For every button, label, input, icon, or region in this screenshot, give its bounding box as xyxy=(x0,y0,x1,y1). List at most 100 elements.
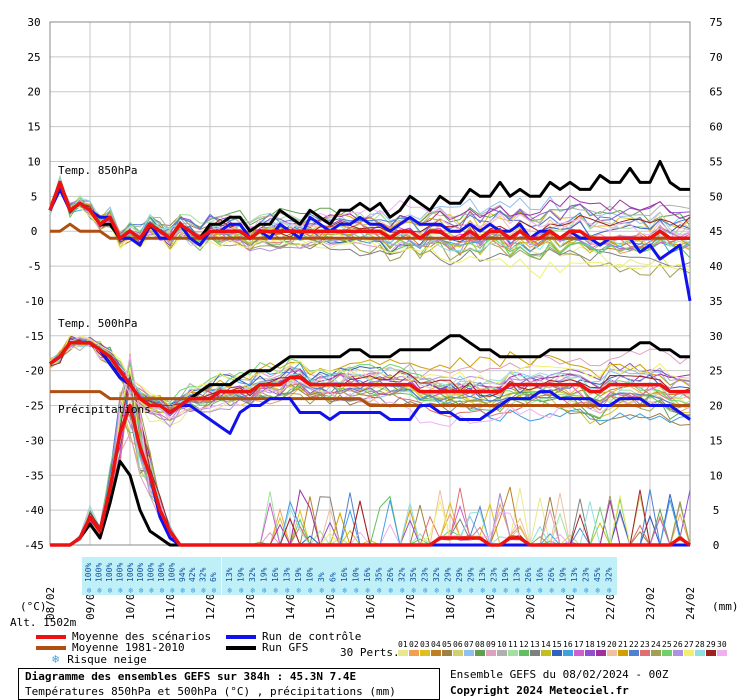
snow-risk-value: 35% xyxy=(409,567,418,582)
snow-risk-value: 100% xyxy=(147,563,156,582)
snow-risk-value: 100% xyxy=(126,563,135,582)
snow-risk-value: 26% xyxy=(547,567,556,582)
y-tick-right: 45 xyxy=(709,225,722,238)
y-tick-right: 60 xyxy=(709,121,722,134)
y-tick-left: 15 xyxy=(27,121,40,134)
main-series-lines xyxy=(48,160,692,547)
snow-risk-value: 26% xyxy=(524,567,533,582)
x-tick-label: 21/02 xyxy=(564,587,577,620)
snow-risk-value: 23% xyxy=(581,567,590,582)
y-tick-right: 20 xyxy=(709,400,722,413)
snowflake-icon: ❄ xyxy=(87,586,92,595)
perturbation-id: 25 xyxy=(662,640,672,649)
perturbation-swatch xyxy=(431,650,441,656)
snow-risk-value: 100% xyxy=(115,563,124,582)
snow-risk-value: 19% xyxy=(259,567,268,582)
legend-control-label: Run de contrôle xyxy=(262,630,362,643)
perturbation-swatch xyxy=(640,650,650,656)
perturbation-id: 23 xyxy=(640,640,650,649)
perturbation-swatch xyxy=(453,650,463,656)
legend-gfs-label: Run GFS xyxy=(262,641,309,654)
snow-risk-value: 100% xyxy=(95,563,104,582)
footer-title-box: Diagramme des ensembles GEFS sur 384h : … xyxy=(18,668,440,700)
perturbation-id: 19 xyxy=(596,640,606,649)
perturbation-swatch xyxy=(629,650,639,656)
x-tick-label: 08/02 xyxy=(44,587,57,620)
snow-risk-value: 32% xyxy=(604,567,613,582)
snow-risk-value: 19% xyxy=(558,567,567,582)
ylabel-right: (mm) xyxy=(712,600,739,613)
snowflake-icon: ❄ xyxy=(423,586,428,595)
snowflake-icon: ❄ xyxy=(201,586,206,595)
perturbation-id: 07 xyxy=(464,640,474,649)
x-tick-label: 10/02 xyxy=(124,587,137,620)
y-tick-right: 40 xyxy=(709,260,722,273)
legend-control-swatch xyxy=(226,634,256,639)
series-line-t500 xyxy=(50,390,690,407)
snowflake-icon: ❄ xyxy=(128,586,133,595)
perturbation-id: 14 xyxy=(541,640,551,649)
snowflake-icon: ❄ xyxy=(457,586,462,595)
snow-band xyxy=(222,557,617,595)
perturbation-id: 11 xyxy=(508,640,518,649)
snow-risk-value: 6% xyxy=(328,572,337,582)
perturbation-id: 05 xyxy=(442,640,452,649)
x-tick-label: 20/02 xyxy=(524,587,537,620)
y-tick-right: 5 xyxy=(713,504,720,517)
x-tick-label: 23/02 xyxy=(644,587,657,620)
perturbation-swatch xyxy=(574,650,584,656)
perturbation-swatch xyxy=(475,650,485,656)
y-tick-right: 75 xyxy=(709,16,722,29)
snow-risk-value: 29% xyxy=(466,567,475,582)
perturbation-id: 18 xyxy=(585,640,595,649)
y-tick-left: 20 xyxy=(27,86,40,99)
series-line-t500 xyxy=(48,341,690,415)
perturbation-swatch xyxy=(563,650,573,656)
legend-mean-label: Moyenne des scénarios xyxy=(72,630,212,643)
perturbation-swatch xyxy=(420,650,430,656)
perturbation-id: 13 xyxy=(530,640,540,649)
snow-risk-value: 29% xyxy=(455,567,464,582)
altitude-label: Alt. 1502m xyxy=(10,616,77,629)
snow-risk-value: 26% xyxy=(386,567,395,582)
perturbation-swatch xyxy=(618,650,628,656)
chart-title: Diagramme des ensembles GEFS sur 384h : … xyxy=(25,670,357,683)
snow-risk-value: 16% xyxy=(271,567,280,582)
snow-risk-value: 13% xyxy=(478,567,487,582)
perturbation-swatch xyxy=(519,650,529,656)
perturbation-swatch xyxy=(662,650,672,656)
ylabel-left: (°C) xyxy=(20,600,47,613)
y-tick-right: 65 xyxy=(709,86,722,99)
snow-band xyxy=(82,557,222,595)
perturbation-swatch xyxy=(398,650,408,656)
snowflake-icon: ❄ xyxy=(515,586,520,595)
perturbation-id: 06 xyxy=(453,640,463,649)
perturbation-id: 04 xyxy=(431,640,441,649)
snow-risk-value: 13% xyxy=(282,567,291,582)
snowflake-icon: ❄ xyxy=(538,586,543,595)
snowflake-icon: ❄ xyxy=(331,586,336,595)
snowflake-icon: ❄ xyxy=(118,586,123,595)
snowflake-icon: ❄ xyxy=(469,586,474,595)
perturbation-swatch xyxy=(717,650,727,656)
snow-risk-value: 6% xyxy=(209,572,218,582)
snow-risk-value: 35% xyxy=(374,567,383,582)
perturbation-swatch xyxy=(442,650,452,656)
perturbation-id: 28 xyxy=(695,640,705,649)
perturbation-swatch xyxy=(530,650,540,656)
legend-snow: ❄ Risque neige xyxy=(52,652,147,666)
perturbation-id: 27 xyxy=(684,640,694,649)
x-tick-label: 13/02 xyxy=(244,587,257,620)
perturbation-id: 22 xyxy=(629,640,639,649)
y-tick-left: -45 xyxy=(24,539,44,552)
perturbation-swatch xyxy=(497,650,507,656)
snowflake-icon: ❄ xyxy=(108,586,113,595)
y-tick-right: 35 xyxy=(709,295,722,308)
perturbation-swatch xyxy=(651,650,661,656)
snow-risk-value: 16% xyxy=(340,567,349,582)
y-tick-right: 15 xyxy=(709,434,722,447)
x-tick-label: 12/02 xyxy=(204,587,217,620)
snowflake-icon: ❄ xyxy=(549,586,554,595)
snowflake-icon: ❄ xyxy=(607,586,612,595)
